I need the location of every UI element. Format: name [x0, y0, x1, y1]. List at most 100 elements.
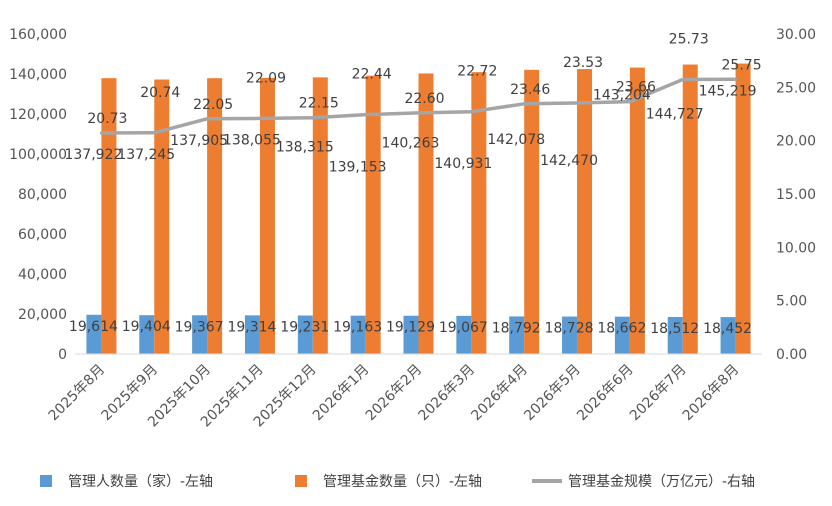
bar-funds: [207, 78, 223, 354]
bars: [86, 63, 751, 355]
data-label-funds: 142,078: [487, 132, 545, 148]
x-axis-tick-label: 2025年8月: [46, 362, 109, 425]
x-axis-tick-label: 2026年3月: [416, 362, 479, 425]
line-series: [99, 77, 738, 135]
left-axis-tick-label: 160,000: [9, 27, 67, 43]
data-label-scale: 22.60: [404, 91, 444, 107]
data-label-funds: 142,470: [540, 153, 598, 169]
data-label-funds: 143,204: [593, 88, 651, 104]
legend-label: 管理基金规模（万亿元）-右轴: [568, 473, 755, 490]
legend-swatch: [295, 475, 307, 487]
left-axis-tick-label: 80,000: [18, 187, 67, 203]
data-label-scale: 23.46: [510, 82, 550, 98]
line-point: [469, 110, 473, 114]
data-label-funds: 145,219: [699, 84, 757, 100]
left-axis-tick-label: 100,000: [9, 147, 67, 163]
data-label-funds: 144,727: [646, 107, 704, 123]
left-axis: 0 20,000 40,000 60,000 80,000 100,000 120,000 1…: [9, 27, 67, 363]
data-label-managers: 18,512: [650, 321, 699, 337]
right-axis-tick-label: 0.00: [776, 347, 807, 363]
bar-managers: [720, 317, 736, 354]
data-label-scale: 22.44: [352, 67, 392, 83]
right-axis: 0.00 5.00 10.00 15.00 20.00 25.00 30.00: [776, 27, 816, 363]
x-axis-tick-label: 2026年1月: [310, 362, 373, 425]
right-axis-tick-label: 20.00: [776, 134, 816, 150]
data-label-managers: 19,129: [386, 320, 435, 336]
legend-swatch: [40, 475, 52, 487]
line-point: [522, 102, 526, 106]
left-axis-tick-label: 140,000: [9, 67, 67, 83]
left-axis-tick-label: 40,000: [18, 267, 67, 283]
bar-managers: [562, 316, 578, 354]
data-label-managers: 18,792: [492, 320, 541, 336]
data-label-scale: 20.73: [87, 111, 127, 127]
bar-managers: [192, 315, 208, 354]
bar-funds: [471, 72, 487, 354]
bar-funds: [259, 77, 275, 354]
x-axis-tick-label: 2026年8月: [680, 362, 743, 425]
data-label-funds: 137,905: [170, 133, 228, 149]
right-axis-tick-label: 30.00: [776, 27, 816, 43]
bar-managers: [297, 315, 313, 354]
data-label-managers: 19,614: [69, 319, 118, 335]
data-label-managers: 18,452: [703, 321, 752, 337]
data-label-funds: 138,055: [223, 132, 281, 148]
data-label-managers: 19,231: [280, 320, 329, 336]
left-axis-tick-label: 120,000: [9, 107, 67, 123]
line-point: [311, 116, 315, 120]
data-labels: 19,614 137,922 20.73 19,404 137,245 20.74 19,3…: [64, 32, 761, 338]
legend: 管理人数量（家）-左轴 管理基金数量（只）-左轴 管理基金规模（万亿元）-右轴: [40, 473, 755, 490]
line-point: [417, 111, 420, 115]
line-point: [364, 113, 368, 117]
bar-managers: [456, 315, 472, 354]
data-label-scale: 22.15: [299, 96, 339, 112]
data-label-managers: 19,367: [175, 319, 224, 335]
data-label-scale: 23.66: [616, 80, 656, 96]
x-axis: 2025年8月2025年9月2025年10月2025年11月2025年12月20…: [46, 353, 762, 430]
data-label-scale: 23.53: [563, 55, 603, 71]
x-axis-tick-label: 2026年4月: [468, 362, 531, 425]
bar-managers: [86, 314, 102, 354]
data-label-managers: 18,662: [597, 321, 646, 337]
line-point: [681, 78, 685, 82]
x-axis-tick-label: 2026年7月: [627, 362, 690, 425]
bar-managers: [139, 315, 155, 354]
line-point: [258, 116, 262, 120]
data-label-managers: 19,163: [333, 320, 382, 336]
left-axis-tick-label: 20,000: [18, 307, 67, 323]
bar-funds: [577, 69, 593, 354]
data-label-scale: 20.74: [140, 85, 180, 101]
data-label-scale: 25.73: [669, 32, 709, 48]
line-point: [628, 100, 632, 104]
bar-funds: [735, 63, 751, 354]
bar-managers: [667, 316, 683, 354]
x-axis-tick-label: 2026年2月: [363, 362, 426, 425]
data-label-funds: 140,263: [382, 135, 440, 151]
data-label-scale: 22.09: [246, 70, 286, 86]
right-axis-tick-label: 5.00: [776, 294, 807, 310]
data-label-scale: 25.75: [722, 57, 762, 73]
bar-funds: [154, 79, 170, 354]
bar-managers: [244, 315, 260, 354]
line-point: [152, 131, 156, 135]
data-label-funds: 137,245: [117, 147, 175, 163]
bar-managers: [350, 315, 366, 354]
legend-label: 管理人数量（家）-左轴: [68, 473, 213, 490]
left-axis-tick-label: 0: [58, 347, 67, 363]
data-label-funds: 140,931: [434, 156, 492, 172]
x-axis-tick-label: 2026年6月: [574, 362, 637, 425]
data-label-scale: 22.72: [457, 64, 497, 80]
bar-funds: [524, 69, 540, 355]
data-label-funds: 138,315: [276, 139, 334, 155]
line-point: [734, 77, 738, 81]
data-label-funds: 137,922: [64, 147, 122, 163]
line-point: [575, 101, 579, 105]
right-axis-tick-label: 10.00: [776, 240, 816, 256]
data-label-scale: 22.05: [193, 97, 233, 113]
data-label-managers: 19,404: [122, 319, 171, 335]
bar-funds: [682, 64, 698, 355]
bar-managers: [403, 315, 419, 354]
bar-managers: [614, 316, 630, 354]
bar-funds: [629, 67, 645, 354]
